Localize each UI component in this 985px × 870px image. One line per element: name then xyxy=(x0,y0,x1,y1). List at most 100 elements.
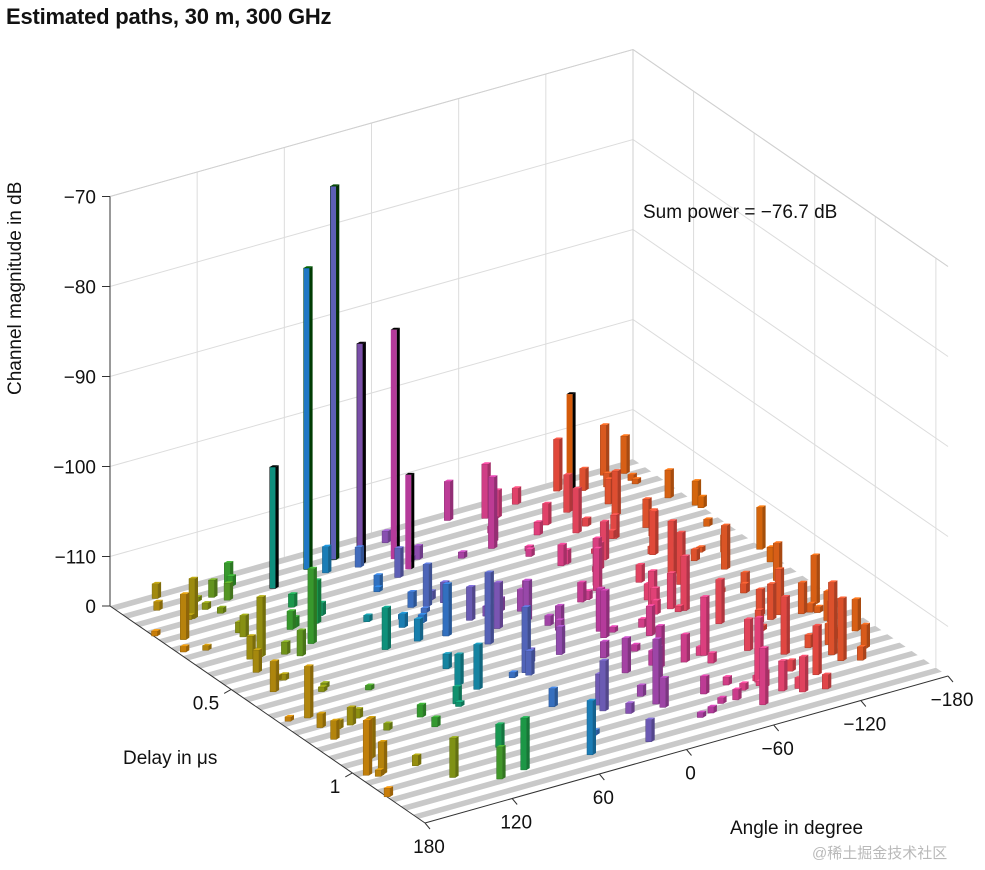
axes-panes xyxy=(109,48,949,676)
path-bar xyxy=(363,613,373,622)
floor-stripe xyxy=(376,642,906,794)
path-bar xyxy=(442,652,452,669)
path-bar xyxy=(390,327,400,560)
path-bar xyxy=(740,581,750,594)
path-bar xyxy=(759,646,769,706)
delay-tick xyxy=(223,689,232,694)
path-bar xyxy=(458,550,468,559)
path-bar xyxy=(201,601,212,610)
path-bar xyxy=(828,580,838,656)
path-bar xyxy=(488,475,498,549)
z-axis-label: Channel magnitude in dB xyxy=(5,182,26,395)
path-bar xyxy=(346,705,357,726)
path-bar xyxy=(579,466,589,491)
path-bar xyxy=(700,674,710,695)
path-bar xyxy=(667,519,677,576)
path-bar xyxy=(553,437,563,492)
path-bar xyxy=(405,472,415,570)
path-bar xyxy=(563,472,573,513)
path-bar xyxy=(703,517,713,527)
floor-stripe xyxy=(400,659,930,811)
angle-tick xyxy=(860,700,867,707)
path-bar xyxy=(520,716,530,771)
angle-tick-label: 60 xyxy=(593,788,614,809)
path-bar xyxy=(473,642,483,690)
path-bar xyxy=(582,516,592,527)
path-bar xyxy=(778,659,788,692)
path-bar xyxy=(780,595,790,655)
path-bar xyxy=(377,740,388,775)
path-bar xyxy=(721,523,731,570)
path-bar xyxy=(180,592,190,640)
path-bar xyxy=(365,683,375,691)
floor-stripe xyxy=(328,609,858,761)
path-bar xyxy=(691,479,702,506)
path-bar xyxy=(813,604,824,613)
angle-tick-label: −180 xyxy=(931,690,974,711)
path-bar xyxy=(252,648,262,673)
delay-axis-label: Delay in μs xyxy=(123,748,217,769)
delay-tick-label: 0.5 xyxy=(193,693,219,714)
path-bar xyxy=(837,596,847,661)
angle-tick xyxy=(424,822,431,830)
path-bar xyxy=(269,659,280,693)
ticks-layer: 0 −110 −100 −90 −80 −70 0.5 1 180 120 60 0 −60 −120 −1… xyxy=(53,188,973,859)
path-bar xyxy=(322,544,332,574)
path-bar xyxy=(284,714,294,722)
path-bar xyxy=(381,605,391,650)
path-bar xyxy=(422,562,433,607)
floor-stripe xyxy=(194,517,724,669)
path-bar xyxy=(645,604,656,636)
path-bar xyxy=(822,672,832,690)
path-bar xyxy=(636,683,647,697)
path-bar xyxy=(304,664,314,719)
floor-stripe xyxy=(352,625,882,778)
path-bar xyxy=(542,501,552,526)
path-bar xyxy=(717,695,727,704)
path-bar xyxy=(666,571,677,610)
path-bar xyxy=(696,710,707,718)
path-bar xyxy=(383,721,393,731)
path-bar xyxy=(466,585,476,621)
path-bar xyxy=(381,529,392,544)
path-bar xyxy=(383,786,394,798)
chart-title: Estimated paths, 30 m, 300 GHz xyxy=(6,4,332,29)
angle-tick xyxy=(511,798,518,805)
floor-stripe xyxy=(291,584,821,736)
path-bar xyxy=(269,465,279,589)
path-bar xyxy=(697,494,707,508)
path-bar xyxy=(707,704,717,714)
path-bar xyxy=(572,486,582,534)
path-bar xyxy=(739,681,749,691)
path-bar xyxy=(722,675,732,686)
path-bar xyxy=(256,595,266,658)
path-bar xyxy=(754,615,764,683)
angle-tick-label: 120 xyxy=(500,813,532,834)
path-bar xyxy=(153,599,163,611)
path-bar xyxy=(860,622,870,649)
path-bar xyxy=(544,613,554,626)
path-bar xyxy=(525,649,535,676)
path-bar xyxy=(496,745,506,780)
path-bar xyxy=(431,715,441,728)
path-bar xyxy=(756,505,766,550)
angle-tick-label: −60 xyxy=(762,739,794,760)
path-bar xyxy=(151,629,161,637)
path-bar xyxy=(420,606,430,613)
floor-stripe xyxy=(267,567,797,719)
path-bar xyxy=(566,392,576,489)
path-bar xyxy=(664,468,674,499)
angle-tick-label: −120 xyxy=(843,715,886,736)
path-bar xyxy=(680,554,690,611)
path-bar xyxy=(444,479,454,521)
path-bar xyxy=(631,477,642,485)
path-bar xyxy=(330,718,340,740)
path-bar xyxy=(557,542,567,567)
z-tick-label: −80 xyxy=(64,278,96,299)
path-bar xyxy=(649,509,659,555)
path-bar xyxy=(394,546,404,578)
bars-layer xyxy=(151,184,870,798)
path-bar xyxy=(600,588,610,638)
path-bar xyxy=(495,722,505,748)
path-bar xyxy=(281,640,291,655)
